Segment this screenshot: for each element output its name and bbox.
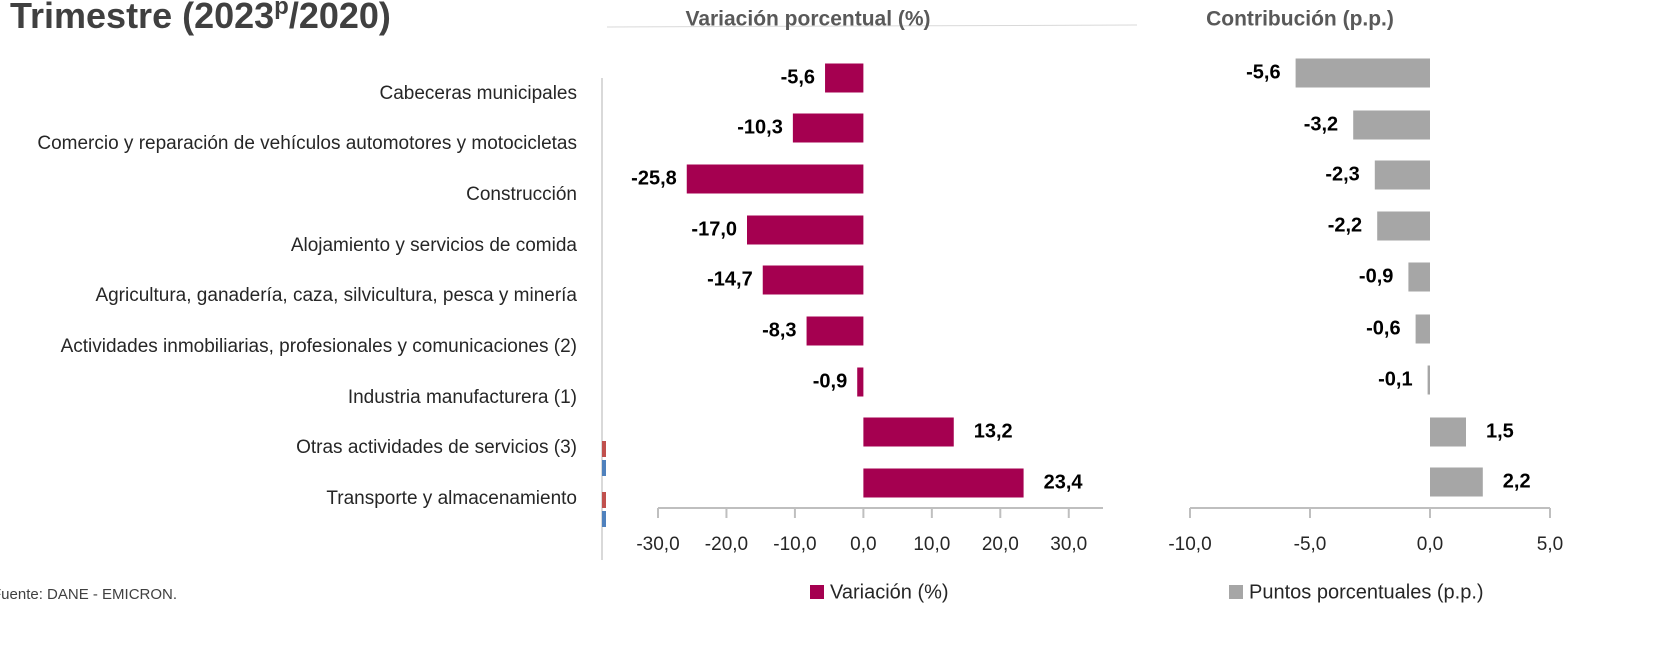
source: Fuente: DANE - EMICRON. [0, 586, 177, 603]
x-tick-label: 5,0 [1537, 534, 1563, 555]
stray-mark [602, 460, 606, 476]
legend-swatch [1229, 585, 1243, 599]
bar [863, 417, 954, 447]
x-tick-label: 0,0 [850, 534, 876, 555]
category-label: Agricultura, ganadería, caza, silvicultu… [95, 285, 577, 306]
x-tick-label: -5,0 [1294, 534, 1327, 555]
bar [1353, 110, 1430, 140]
bar [686, 164, 864, 194]
x-tick-label: -10,0 [773, 534, 816, 555]
bar [1374, 160, 1430, 190]
bar [1415, 314, 1430, 344]
value-label: 2,2 [1503, 470, 1531, 492]
category-label: Cabeceras municipales [380, 83, 578, 104]
value-label: -0,6 [1366, 317, 1400, 339]
x-tick-label: 0,0 [1417, 534, 1443, 555]
bar [857, 367, 864, 397]
bar [1377, 211, 1430, 241]
bar [1295, 58, 1430, 88]
bar [1427, 365, 1430, 395]
value-label: -8,3 [762, 319, 796, 341]
value-label: -2,3 [1325, 163, 1359, 185]
category-label: Otras actividades de servicios (3) [296, 437, 577, 458]
bar [792, 113, 864, 143]
value-label: -0,1 [1378, 368, 1412, 390]
panel-title: Contribución (p.p.) [1206, 8, 1394, 31]
category-label: Actividades inmobiliarias, profesionales… [61, 336, 577, 357]
bar [863, 468, 1024, 498]
legend-label: Puntos porcentuales (p.p.) [1249, 581, 1484, 603]
value-label: -5,6 [1246, 61, 1280, 83]
category-label: Alojamiento y servicios de comida [291, 235, 578, 256]
x-tick-label: 20,0 [982, 534, 1019, 555]
title-end: /2020) [289, 0, 391, 36]
x-tick-label: -10,0 [1168, 534, 1211, 555]
stray-mark [602, 492, 606, 508]
bar [1430, 417, 1466, 447]
value-label: -0,9 [1359, 265, 1393, 287]
value-label: -17,0 [691, 218, 737, 240]
x-tick-label: 30,0 [1050, 534, 1087, 555]
x-tick-label: 10,0 [913, 534, 950, 555]
bar [747, 215, 864, 245]
value-label: 1,5 [1486, 420, 1514, 442]
title-main: I Trimestre (2023 [0, 0, 274, 36]
category-label: Transporte y almacenamiento [326, 488, 577, 509]
stray-mark [602, 511, 606, 527]
bar [825, 63, 864, 93]
bar [806, 316, 864, 346]
bar [762, 265, 864, 295]
bar [1430, 467, 1483, 497]
legend-label: Variación (%) [830, 581, 949, 603]
top-rule [606, 24, 1138, 28]
main-title: I Trimestre (2023p/2020) [0, 0, 391, 36]
value-label: -10,3 [737, 116, 783, 138]
value-label: -25,8 [631, 167, 677, 189]
category-label: Comercio y reparación de vehículos autom… [37, 133, 577, 154]
legend-swatch [810, 585, 824, 599]
value-label: -2,2 [1328, 214, 1362, 236]
category-label: Construcción [466, 184, 577, 205]
value-label: -14,7 [707, 268, 753, 290]
value-label: 23,4 [1044, 471, 1084, 493]
bar [1408, 262, 1430, 292]
value-label: -5,6 [781, 66, 815, 88]
value-label: -0,9 [813, 370, 847, 392]
x-tick-label: -20,0 [705, 534, 748, 555]
title-sup: p [274, 0, 289, 20]
value-label: 13,2 [974, 420, 1013, 442]
value-label: -3,2 [1304, 113, 1338, 135]
panel-title: Variación porcentual (%) [685, 8, 930, 31]
stray-mark [602, 441, 606, 457]
category-label: Industria manufacturera (1) [348, 387, 577, 408]
x-tick-label: -30,0 [636, 534, 679, 555]
